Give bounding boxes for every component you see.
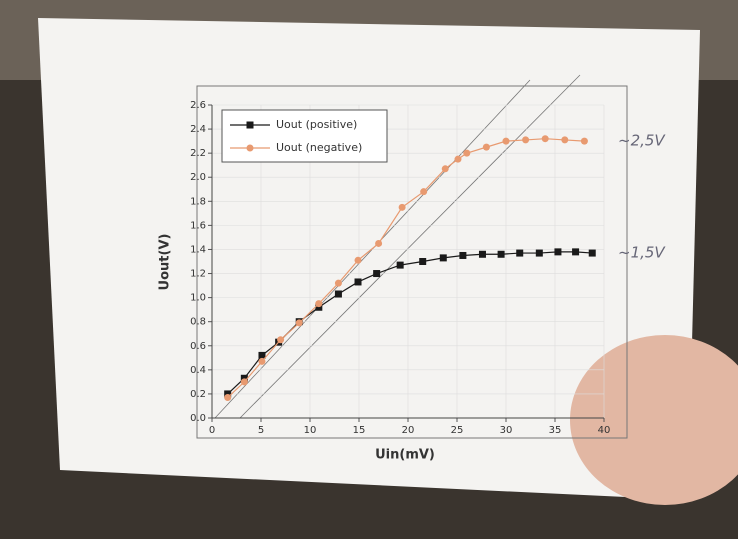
- x-tick-label: 15: [353, 425, 366, 436]
- marker: [373, 270, 381, 278]
- marker: [541, 135, 549, 143]
- x-tick-label: 25: [451, 425, 464, 436]
- marker: [295, 319, 303, 327]
- hand: [570, 335, 738, 505]
- marker: [535, 249, 543, 257]
- marker: [516, 249, 524, 257]
- y-tick-label: 1.8: [190, 196, 206, 207]
- y-tick-label: 1.6: [190, 220, 206, 231]
- marker: [277, 336, 285, 344]
- y-tick-label: 2.0: [190, 172, 206, 183]
- marker: [224, 390, 232, 398]
- legend-label: Uout (positive): [276, 118, 357, 131]
- marker: [224, 394, 232, 402]
- marker: [419, 258, 427, 265]
- marker: [478, 250, 486, 258]
- y-tick-label: 0.6: [190, 341, 206, 352]
- x-tick-label: 10: [304, 425, 317, 436]
- marker: [354, 256, 362, 264]
- marker: [439, 254, 447, 262]
- marker: [441, 165, 449, 173]
- marker: [522, 136, 530, 144]
- marker: [375, 239, 383, 247]
- x-tick-label: 0: [209, 425, 215, 436]
- legend-box: [221, 109, 388, 163]
- y-tick-label: 0.2: [190, 389, 206, 400]
- marker: [420, 188, 428, 196]
- y-axis-label: Uout(V): [158, 234, 173, 291]
- marker: [497, 250, 505, 258]
- y-tick-label: 2.2: [190, 148, 206, 159]
- marker: [580, 137, 588, 145]
- x-tick-label: 35: [549, 425, 562, 436]
- marker: [454, 155, 462, 163]
- y-tick-label: 2.6: [190, 100, 206, 111]
- guide-line: [239, 74, 581, 419]
- marker: [315, 300, 323, 308]
- y-tick-label: 1.2: [190, 269, 206, 280]
- marker: [588, 249, 596, 257]
- marker: [554, 248, 562, 256]
- legend-marker: [246, 121, 254, 129]
- marker: [572, 248, 580, 256]
- marker: [258, 357, 266, 365]
- y-tick-label: 2.4: [190, 124, 206, 135]
- paper: [38, 18, 700, 500]
- legend-label: Uout (negative): [276, 141, 362, 154]
- marker: [396, 261, 404, 269]
- x-tick-label: 5: [258, 425, 264, 436]
- marker: [315, 303, 323, 311]
- marker: [482, 143, 490, 151]
- marker: [334, 279, 342, 287]
- marker: [354, 278, 362, 286]
- marker: [258, 351, 266, 359]
- x-axis-label: Uin(mV): [375, 448, 435, 463]
- x-tick-label: 30: [500, 425, 513, 436]
- y-tick-label: 0.4: [190, 365, 206, 376]
- marker: [459, 251, 467, 259]
- marker: [502, 137, 510, 145]
- marker: [334, 290, 342, 298]
- x-tick-label: 40: [598, 425, 611, 436]
- x-tick-label: 20: [402, 425, 415, 436]
- marker: [240, 378, 248, 386]
- marker: [398, 203, 406, 211]
- annotation: ~1,5V: [618, 244, 666, 262]
- legend-marker: [246, 144, 254, 152]
- annotation: ~2,5V: [618, 132, 666, 150]
- marker: [463, 149, 471, 157]
- y-tick-label: 1.0: [190, 293, 206, 304]
- y-tick-label: 0.0: [190, 413, 206, 424]
- marker: [561, 136, 569, 144]
- y-tick-label: 0.8: [190, 317, 206, 328]
- plot-frame: [196, 85, 628, 439]
- marker: [240, 374, 248, 382]
- y-tick-label: 1.4: [190, 244, 206, 255]
